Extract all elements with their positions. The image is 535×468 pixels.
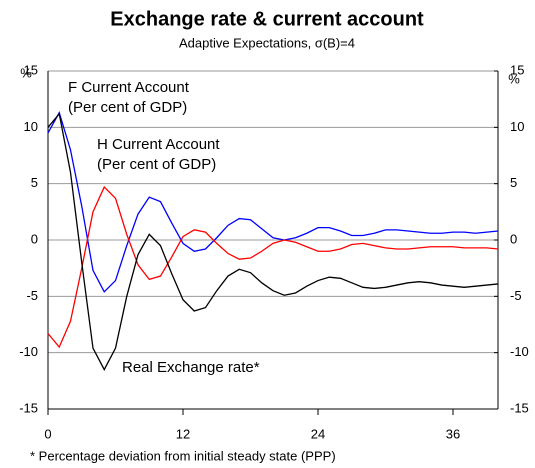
series-sublabel: (Per cent of GDP) [97,156,216,173]
y2-tick-label: 15 [510,62,524,77]
y2-tick-label: 10 [510,119,524,134]
series-sublabel: (Per cent of GDP) [68,99,187,116]
y2-tick-label: -10 [510,344,529,359]
y-axis-label: % [20,65,32,80]
y-tick-label: 15 [24,62,38,77]
y-tick-label: 10 [24,119,38,134]
x-tick-label: 0 [44,426,51,441]
chart-subtitle: Adaptive Expectations, σ(B)=4 [179,35,355,50]
series-line [47,112,499,371]
y-tick-label: -15 [19,400,38,415]
series-label: H Current Account [97,136,220,153]
y-tick-label: -5 [26,288,38,303]
y2-axis-label: % [508,71,520,86]
x-tick-label: 24 [311,426,325,441]
chart-title: Exchange rate & current account [110,8,424,30]
x-tick-label: 12 [176,426,190,441]
y2-tick-label: -5 [510,288,522,303]
series-label: Real Exchange rate* [122,359,260,376]
y-tick-label: -10 [19,344,38,359]
y-tick-label: 0 [31,231,38,246]
y-tick-label: 5 [31,175,38,190]
y2-tick-label: 5 [510,175,517,190]
series-label: F Current Account [68,79,190,96]
series-line [47,185,499,349]
y2-tick-label: 0 [510,231,517,246]
y2-tick-label: -15 [510,400,529,415]
x-tick-label: 36 [446,426,460,441]
series-line [47,111,499,293]
footnote: * Percentage deviation from initial stea… [30,448,336,463]
